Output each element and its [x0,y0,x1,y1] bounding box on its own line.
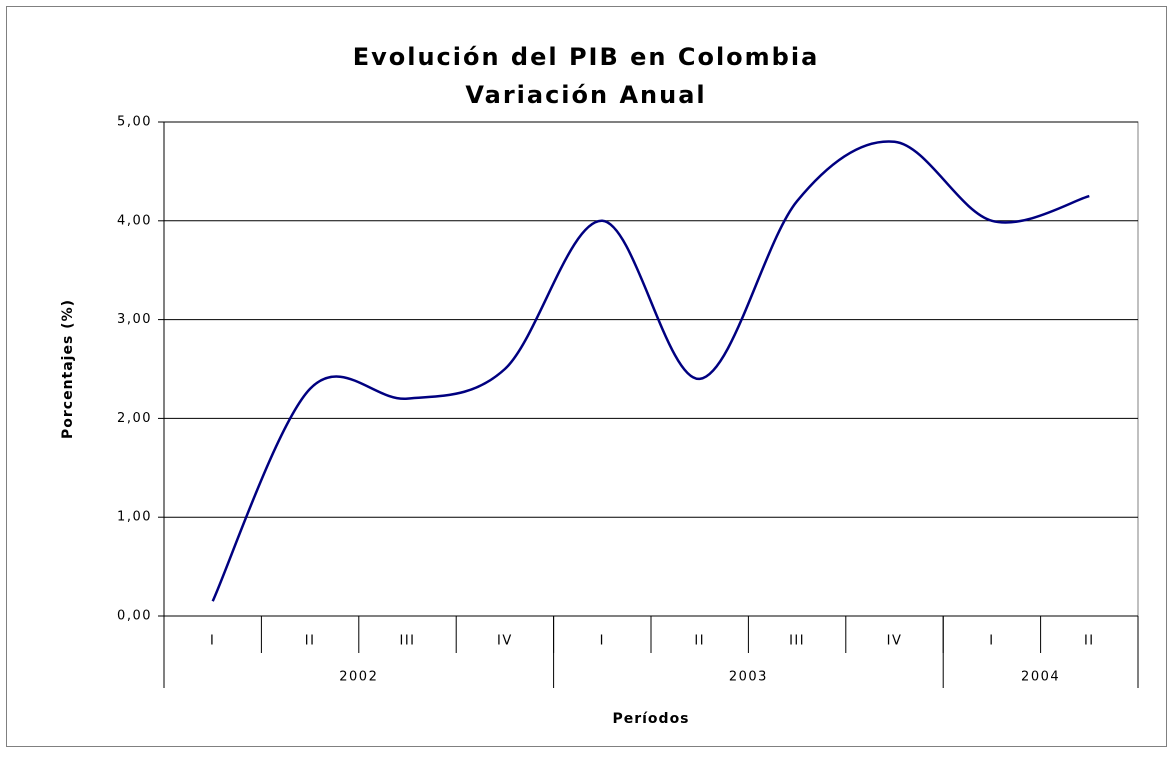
x-tick-label: IV [497,634,513,649]
chart-title: Evolución del PIB en Colombia [353,43,820,71]
y-tick-label: 5,00 [117,115,152,130]
x-tick-label: I [989,634,994,649]
line-series [211,140,1090,602]
group-label: 2004 [1021,670,1060,685]
y-axis-label: Porcentajes (%) [60,299,76,439]
y-tick-label: 0,00 [117,609,152,624]
y-tick-label: 2,00 [117,411,152,426]
y-tick-label: 1,00 [117,510,152,525]
x-tick-label: III [789,634,805,649]
group-label: 2002 [339,670,378,685]
x-tick-label: II [694,634,705,649]
y-tick-label: 3,00 [117,312,152,327]
x-tick-label: IV [887,634,903,649]
x-tick-label: III [399,634,415,649]
group-label: 2003 [729,670,768,685]
plot-area [163,121,1139,617]
x-tick-label: I [210,634,215,649]
x-tick-label: I [600,634,605,649]
x-axis-label: Períodos [612,711,689,727]
chart-subtitle: Variación Anual [465,81,706,109]
x-tick-label: II [305,634,316,649]
y-tick-label: 4,00 [117,213,152,228]
x-tick-label: II [1084,634,1095,649]
